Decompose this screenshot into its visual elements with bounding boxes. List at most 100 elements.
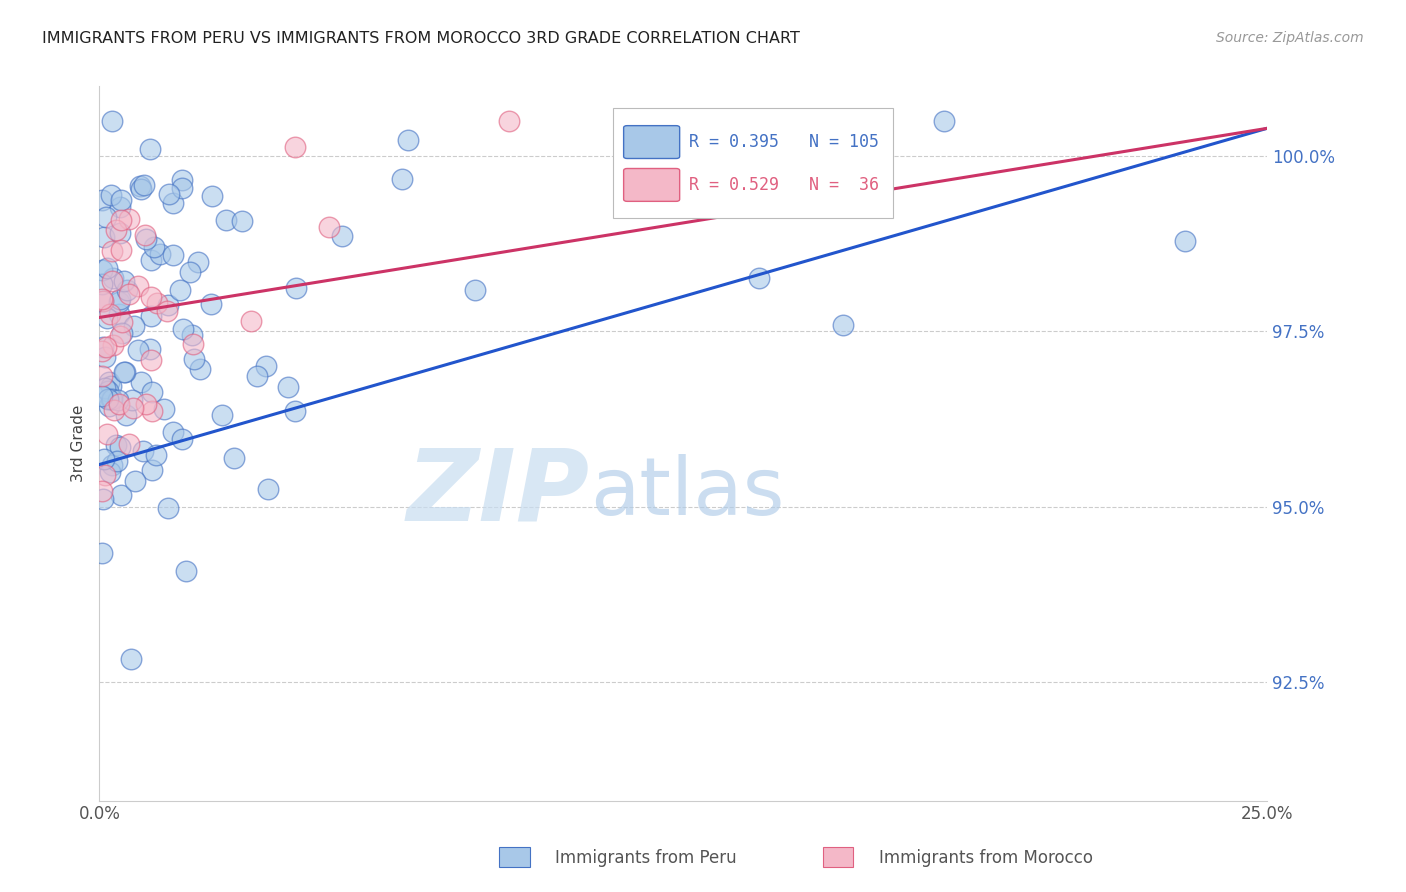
Point: [141, 404, 163, 418]
Point: [149, 247, 172, 261]
Text: Source: ZipAtlas.com: Source: ZipAtlas.com: [1216, 31, 1364, 45]
Point: [139, 142, 162, 156]
Point: [97, 392, 120, 406]
Point: [100, 392, 122, 406]
Point: [172, 322, 194, 336]
FancyBboxPatch shape: [624, 169, 679, 202]
Point: [172, 173, 194, 187]
Point: [91, 293, 114, 308]
Point: [284, 140, 307, 154]
Point: [396, 132, 419, 146]
Point: [179, 264, 201, 278]
Point: [100, 188, 122, 202]
Point: [188, 362, 211, 376]
Point: [110, 244, 132, 258]
Point: [110, 213, 132, 227]
Point: [90, 344, 112, 359]
Point: [91, 294, 114, 309]
Point: [141, 463, 163, 477]
Point: [231, 214, 253, 228]
Point: [222, 450, 245, 465]
Point: [112, 275, 135, 289]
Point: [107, 308, 129, 322]
Point: [807, 149, 830, 163]
Point: [107, 295, 129, 310]
Point: [277, 380, 299, 394]
Point: [90, 484, 112, 499]
Point: [172, 180, 194, 194]
Point: [97, 384, 120, 398]
Point: [200, 297, 222, 311]
Text: ZIP: ZIP: [406, 445, 589, 542]
Point: [111, 314, 134, 328]
Point: [110, 488, 132, 502]
Text: atlas: atlas: [589, 455, 785, 533]
Point: [748, 270, 770, 285]
Point: [93, 451, 115, 466]
Point: [820, 152, 842, 166]
Point: [118, 437, 141, 451]
Point: [174, 564, 197, 578]
Point: [103, 403, 125, 417]
Point: [117, 211, 139, 226]
Point: [93, 230, 115, 244]
Point: [112, 365, 135, 379]
Point: [146, 295, 169, 310]
Point: [257, 482, 280, 496]
Point: [90, 389, 112, 403]
Point: [156, 304, 179, 318]
Point: [120, 651, 142, 665]
Point: [162, 195, 184, 210]
Point: [101, 338, 124, 352]
Point: [101, 114, 124, 128]
Point: [318, 219, 340, 234]
Point: [96, 261, 118, 276]
Point: [391, 172, 413, 186]
Point: [135, 231, 157, 245]
Point: [122, 318, 145, 333]
Point: [90, 293, 112, 307]
Point: [121, 401, 143, 415]
Point: [134, 227, 156, 242]
Point: [169, 283, 191, 297]
Point: [159, 187, 181, 202]
Point: [127, 343, 149, 358]
Point: [90, 263, 112, 277]
Point: [135, 397, 157, 411]
Point: [108, 292, 131, 306]
Point: [115, 283, 138, 297]
Point: [108, 329, 131, 343]
Point: [90, 193, 112, 207]
Point: [132, 178, 155, 193]
Point: [284, 281, 307, 295]
Point: [97, 400, 120, 414]
Point: [141, 384, 163, 399]
Point: [114, 365, 136, 379]
Text: IMMIGRANTS FROM PERU VS IMMIGRANTS FROM MOROCCO 3RD GRADE CORRELATION CHART: IMMIGRANTS FROM PERU VS IMMIGRANTS FROM …: [42, 31, 800, 46]
Point: [139, 253, 162, 268]
Point: [91, 340, 114, 354]
Point: [183, 351, 205, 366]
Point: [101, 271, 124, 285]
Point: [181, 328, 204, 343]
Y-axis label: 3rd Grade: 3rd Grade: [72, 405, 86, 483]
FancyBboxPatch shape: [624, 126, 679, 159]
Point: [96, 426, 118, 441]
Point: [1174, 234, 1197, 248]
Point: [121, 392, 143, 407]
Point: [94, 381, 117, 395]
Point: [187, 255, 209, 269]
Point: [98, 307, 121, 321]
Point: [464, 283, 486, 297]
Point: [111, 326, 134, 341]
Point: [145, 448, 167, 462]
Point: [139, 310, 162, 324]
Point: [100, 392, 122, 406]
Point: [107, 392, 129, 407]
Point: [128, 179, 150, 194]
Point: [127, 279, 149, 293]
Point: [110, 226, 132, 240]
Point: [91, 545, 114, 559]
Point: [201, 189, 224, 203]
Point: [105, 223, 128, 237]
